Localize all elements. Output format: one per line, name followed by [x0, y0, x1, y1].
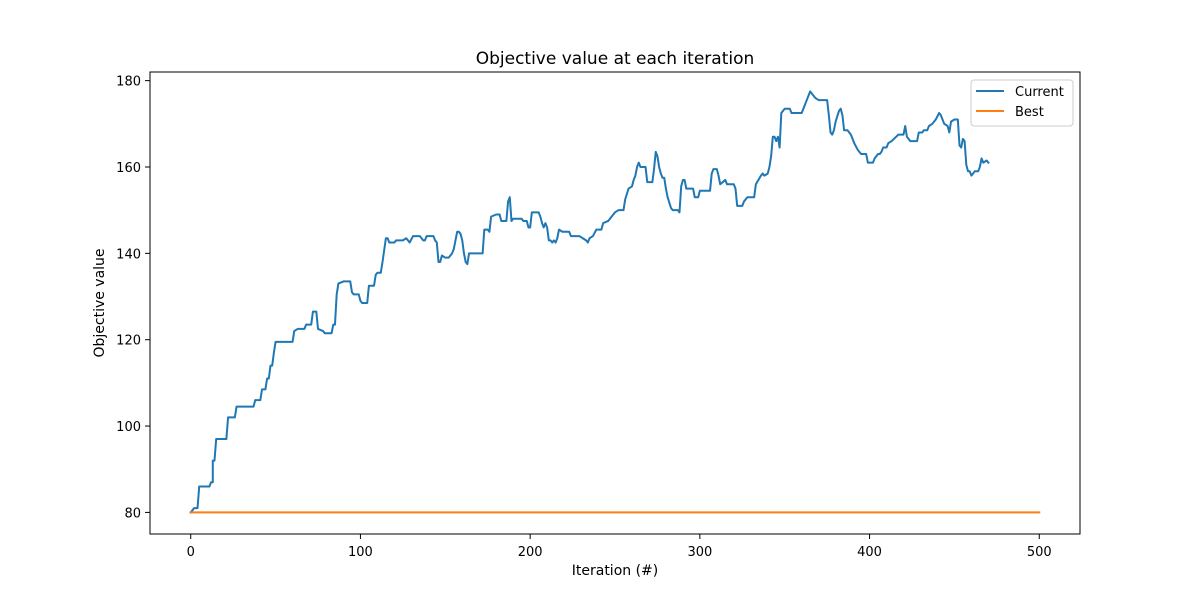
y-tick-label: 160 — [116, 161, 141, 176]
x-axis-label: Iteration (#) — [572, 563, 659, 579]
chart-title: Objective value at each iteration — [476, 49, 755, 69]
x-tick-label: 0 — [187, 545, 195, 560]
y-tick-label: 80 — [124, 506, 141, 521]
y-tick-label: 100 — [116, 420, 141, 435]
x-tick-label: 200 — [518, 545, 543, 560]
y-axis-label: Objective value — [92, 248, 108, 357]
legend-label-best: Best — [1015, 105, 1044, 120]
x-tick-label: 100 — [348, 545, 373, 560]
plot-area: 0 100 200 300 400 500 80 100 120 140 160 180 — [116, 71, 1081, 560]
x-tick-label: 300 — [687, 545, 712, 560]
legend-label-current: Current — [1015, 85, 1064, 100]
x-tick-label: 400 — [857, 545, 882, 560]
y-tick-label: 180 — [116, 75, 141, 90]
plot-frame — [149, 71, 1081, 535]
x-tick-label: 500 — [1027, 545, 1052, 560]
series-line-current — [189, 90, 990, 514]
y-tick-label: 140 — [116, 247, 141, 262]
y-tick-label: 120 — [116, 334, 141, 349]
legend: Current Best — [970, 79, 1074, 127]
